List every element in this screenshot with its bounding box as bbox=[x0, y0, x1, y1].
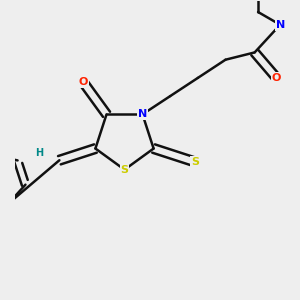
Text: O: O bbox=[78, 77, 88, 87]
Text: O: O bbox=[272, 73, 281, 83]
Text: S: S bbox=[121, 165, 128, 175]
Text: H: H bbox=[35, 148, 43, 158]
Text: N: N bbox=[275, 20, 285, 30]
Text: S: S bbox=[191, 157, 199, 167]
Text: N: N bbox=[138, 109, 147, 119]
